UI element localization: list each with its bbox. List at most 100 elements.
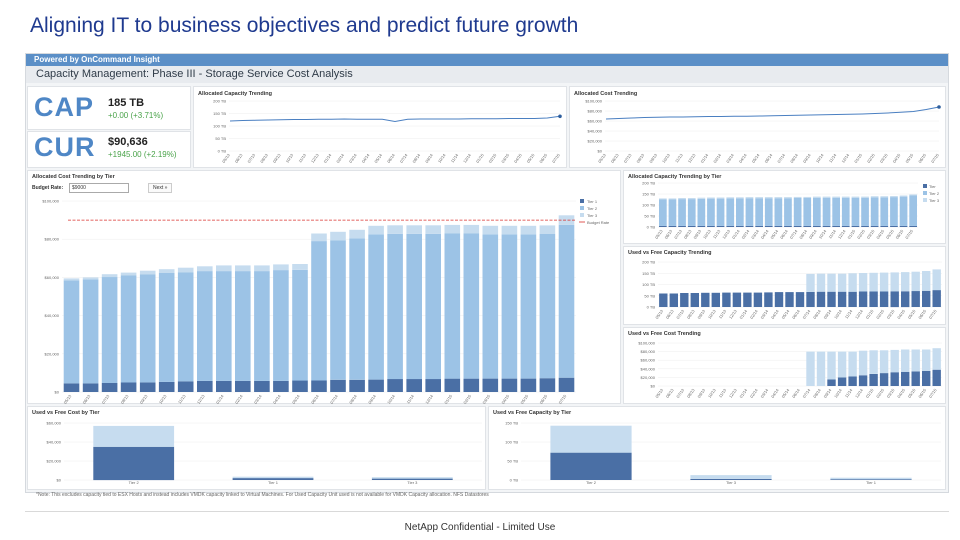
y-tick-label: 50 TB: [215, 136, 226, 141]
dashboard-note: *Note: This excludes capacity tied to ES…: [36, 492, 489, 498]
x-tick-label: 08/13: [120, 393, 130, 405]
y-tick-label: 150 TB: [642, 192, 655, 197]
x-tick-label: 05/14: [751, 152, 761, 164]
bar-tier-2: [803, 198, 812, 226]
footer-divider: [25, 511, 949, 512]
x-tick-label: 06/14: [310, 393, 320, 405]
y-tick-label: $0: [598, 149, 603, 154]
x-tick-label: 03/14: [253, 393, 263, 405]
y-tick-label: $0: [55, 390, 60, 395]
bar-used: [93, 446, 175, 481]
x-tick-label: 09/13: [648, 152, 658, 164]
bar-tier-2: [387, 233, 403, 380]
bar-tier-3: [330, 231, 346, 241]
x-tick-label: 12/14: [462, 152, 472, 164]
bar-used: [753, 292, 763, 307]
bar-tier-3: [841, 196, 850, 198]
legend-label: Tier 1: [587, 199, 598, 204]
x-tick-label: 04/14: [770, 308, 780, 320]
bar-free: [901, 349, 910, 372]
x-tick-label: 08/13: [683, 228, 693, 240]
bar-used: [901, 371, 910, 386]
bar-tier-1: [558, 377, 575, 392]
y-tick-label: 100 TB: [642, 203, 655, 208]
bar-tier-2: [736, 198, 744, 226]
bar-tier-2: [707, 198, 715, 226]
y-tick-label: 0 TB: [647, 305, 656, 310]
x-tick-label: 09/14: [823, 308, 833, 320]
legend-label: Tier 3: [929, 198, 940, 203]
alloc-capacity-title: Allocated Capacity Trending: [198, 91, 272, 97]
bar-used: [371, 478, 453, 480]
kpi-cur-panel[interactable]: CUR $90,636 +1945.00 (+2.19%): [27, 131, 191, 168]
bar-free: [890, 272, 899, 292]
bar-tier-3: [444, 224, 461, 234]
bar-tier-2: [716, 198, 725, 226]
y-tick-label: $80,000: [45, 237, 60, 242]
bar-free: [690, 475, 772, 479]
bar-tier-2: [254, 271, 270, 381]
bar-used: [816, 291, 826, 307]
bar-tier-3: [803, 196, 812, 198]
y-tick-label: 200 TB: [642, 181, 655, 186]
legend-label: Tier 3: [587, 213, 598, 218]
x-tick-label: 05/13: [221, 152, 231, 164]
bar-tier-3: [235, 265, 251, 272]
x-tick-label: 11/13: [712, 228, 722, 239]
x-tick-label: 02/14: [740, 228, 750, 240]
alloc-cost-title: Allocated Cost Trending: [574, 91, 638, 97]
bar-tier-1: [235, 380, 251, 392]
bar-tier-1: [501, 378, 518, 392]
y-tick-label: $100,000: [638, 341, 655, 346]
bar-tier-3: [463, 224, 480, 234]
bar-tier-3: [890, 196, 898, 198]
bar-tier-1: [813, 225, 821, 227]
bar-tier-1: [909, 225, 917, 227]
slide-footer: NetApp Confidential - Limited Use: [404, 522, 556, 533]
bar-used: [690, 478, 772, 480]
bar-tier-1: [716, 225, 725, 227]
bar-tier-3: [292, 264, 308, 270]
budget-rate-input[interactable]: [69, 183, 129, 193]
x-tick-label: 10/13: [661, 152, 671, 164]
x-tick-label: 10/13: [702, 228, 712, 240]
bar-used: [858, 291, 868, 307]
bar-used: [890, 372, 899, 386]
bar-tier-3: [726, 197, 735, 199]
next-button[interactable]: Next »: [148, 183, 173, 193]
bar-used: [722, 292, 731, 307]
kpi-cur-delta: +1945.00 (+2.19%): [108, 150, 177, 159]
y-tick-label: 0 TB: [510, 478, 519, 483]
x-tick-label: 01/14: [731, 228, 741, 240]
x-tick-label: 12/14: [854, 387, 864, 399]
y-tick-label: $60,000: [641, 358, 656, 363]
bar-used: [932, 369, 941, 386]
cap-by-tier-title: Allocated Capacity Trending by Tier: [628, 174, 722, 180]
bar-tier-1: [861, 225, 869, 227]
x-tick-label: 06/14: [779, 228, 789, 240]
kpi-cap-panel[interactable]: CAP 185 TB +0.00 (+3.71%): [27, 86, 191, 130]
used-free-cap-title: Used vs Free Capacity Trending: [628, 250, 712, 256]
bar-tier-1: [880, 225, 889, 227]
x-tick-label: 01/15: [846, 228, 856, 240]
bar-tier-3: [311, 233, 327, 242]
used-free-cost-tier-title: Used vs Free Cost by Tier: [32, 410, 100, 416]
bar-tier-2: [158, 273, 175, 382]
alloc-cost-panel: Allocated Cost Trending $100,000 $80,000 $…: [569, 86, 946, 168]
used-free-cost-tier-chart: $60,000 $40,000 $20,000 $0 Tier 2 Tier 1 Tier…: [47, 421, 482, 485]
x-tick-label: 02/15: [856, 228, 866, 240]
x-tick-label: 09/13: [696, 387, 706, 399]
x-tick-label: 07/13: [675, 387, 685, 399]
x-tick-label: 11/13: [297, 152, 307, 163]
bar-tier-3: [501, 225, 518, 235]
x-tick-label: 12/13: [721, 228, 731, 240]
x-tick-label: 01/15: [865, 387, 875, 399]
bar-tier-3: [764, 197, 773, 199]
x-tick-label: 02/14: [749, 308, 759, 320]
x-tick-label: 05/13: [62, 393, 72, 405]
x-tick-label: 02/14: [234, 393, 244, 405]
bar-tier-2: [273, 270, 289, 381]
alloc-cost-last-point: [937, 105, 941, 109]
bar-free: [858, 273, 868, 292]
